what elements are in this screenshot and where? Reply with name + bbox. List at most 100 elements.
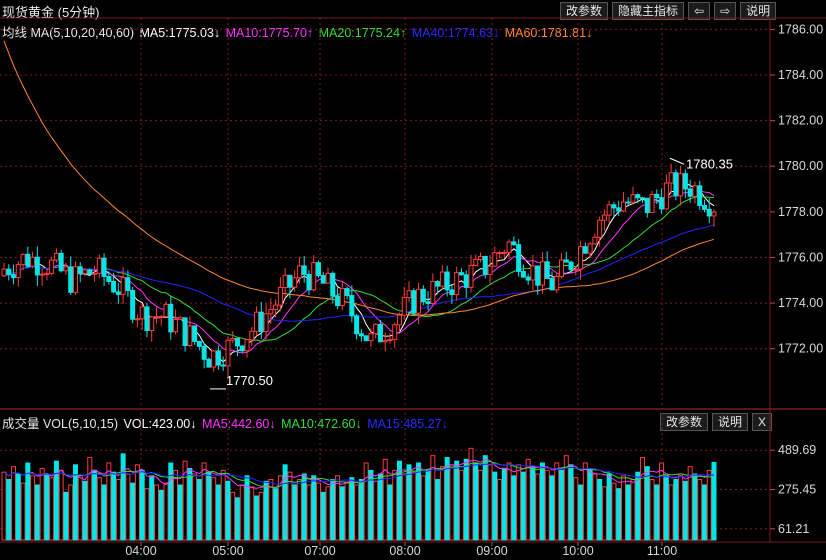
chart-title: 现货黄金 (5分钟) <box>2 5 100 20</box>
volume-bar <box>501 468 507 541</box>
candle-body <box>416 288 422 314</box>
volume-bar <box>573 477 579 541</box>
volume-bar <box>482 455 488 541</box>
candle-body <box>401 297 407 316</box>
candle-body <box>249 330 255 341</box>
candle-body <box>306 273 312 291</box>
volume-bar <box>487 464 493 541</box>
volume-bar <box>597 479 603 541</box>
candle-body <box>697 185 703 207</box>
volume-tick-label: 275.45 <box>778 483 816 497</box>
candle-body <box>39 273 45 276</box>
volume-bar <box>149 475 155 541</box>
candle-body <box>1 268 7 277</box>
candle-body <box>382 340 388 343</box>
candle-body <box>659 197 665 210</box>
volume-bar <box>492 471 498 541</box>
volume-bar <box>630 479 636 541</box>
candle-body <box>435 281 441 287</box>
candle-body <box>82 269 88 275</box>
volume-bar <box>468 447 474 541</box>
candle-body <box>392 324 398 340</box>
candle-body <box>335 295 341 307</box>
volume-bar <box>201 462 207 541</box>
candle-body <box>692 185 698 197</box>
candle-body <box>387 338 393 342</box>
price-tick-label: 1784.00 <box>778 68 823 82</box>
volume-bar <box>306 484 312 541</box>
volume-bar <box>697 479 703 541</box>
candle-body <box>420 288 426 303</box>
volume-bar <box>578 484 584 541</box>
volume-bar <box>6 479 12 541</box>
volume-bar <box>30 475 36 541</box>
volume-tick-label: 61.21 <box>778 522 809 536</box>
vol-edit-params-button[interactable]: 改参数 <box>660 413 709 431</box>
candle-body <box>511 241 517 246</box>
arrow-right-icon[interactable]: ⇨ <box>714 2 737 20</box>
volume-bar <box>654 484 660 541</box>
candle-body <box>254 311 260 332</box>
help-button[interactable]: 说明 <box>740 2 777 20</box>
candle-body <box>130 289 136 320</box>
volume-bar <box>301 473 307 541</box>
candle-body <box>377 323 383 343</box>
volume-bar <box>497 479 503 541</box>
candle-body <box>597 219 603 238</box>
volume-bar <box>535 473 541 541</box>
candle-body <box>544 261 550 279</box>
volume-bar <box>158 490 164 541</box>
volume-bar <box>659 462 665 541</box>
time-axis-label: 05:00 <box>212 544 243 558</box>
volume-bar <box>177 484 183 541</box>
vol-value: VOL:423.00↓ <box>123 417 197 431</box>
volume-bar <box>106 462 112 541</box>
candle-body <box>592 236 598 245</box>
volume-bar <box>196 479 202 541</box>
candle-body <box>115 291 121 295</box>
volume-bar <box>644 466 650 541</box>
candle-body <box>644 197 650 214</box>
volume-bar <box>668 484 674 541</box>
candle-body <box>354 315 360 335</box>
volume-bar <box>616 488 622 541</box>
edit-params-button[interactable]: 改参数 <box>560 2 609 20</box>
volume-bar <box>549 475 555 541</box>
candle-body <box>525 276 531 281</box>
volume-bar <box>230 491 236 541</box>
candle-body <box>616 207 622 212</box>
volume-bar <box>520 471 526 541</box>
candle-body <box>244 339 250 352</box>
volume-bar <box>234 497 240 541</box>
candle-body <box>458 272 464 276</box>
volume-bar <box>592 473 598 541</box>
volume-bar <box>673 479 679 541</box>
volume-bar <box>101 484 107 541</box>
arrow-left-icon[interactable]: ⇦ <box>688 2 711 20</box>
candle-body <box>620 201 626 212</box>
candle-body <box>606 204 612 216</box>
candle-body <box>497 252 503 255</box>
volume-bar <box>339 486 345 541</box>
candle-body <box>587 243 593 254</box>
vol-help-button[interactable]: 说明 <box>712 413 749 431</box>
volume-bar <box>559 469 565 541</box>
candle-body <box>77 266 83 275</box>
candle-body <box>663 182 669 210</box>
volume-bar <box>563 455 569 541</box>
hide-main-indicator-button[interactable]: 隐藏主指标 <box>612 2 685 20</box>
vol-legend: 成交量 VOL(5,10,15) VOL:423.00↓ MA5:442.60↓… <box>2 413 450 432</box>
candle-body <box>397 314 403 326</box>
volume-bar <box>620 475 626 541</box>
ma10-line <box>3 189 715 354</box>
volume-bar <box>220 469 226 541</box>
candle-body <box>454 272 460 296</box>
volume-bar <box>139 469 145 541</box>
candle-body <box>153 316 159 319</box>
time-axis-label: 10:00 <box>562 544 593 558</box>
volume-bar <box>53 460 59 541</box>
volume-bar <box>92 469 98 541</box>
candle-body <box>344 288 350 297</box>
vol-close-button[interactable]: X <box>752 413 773 431</box>
